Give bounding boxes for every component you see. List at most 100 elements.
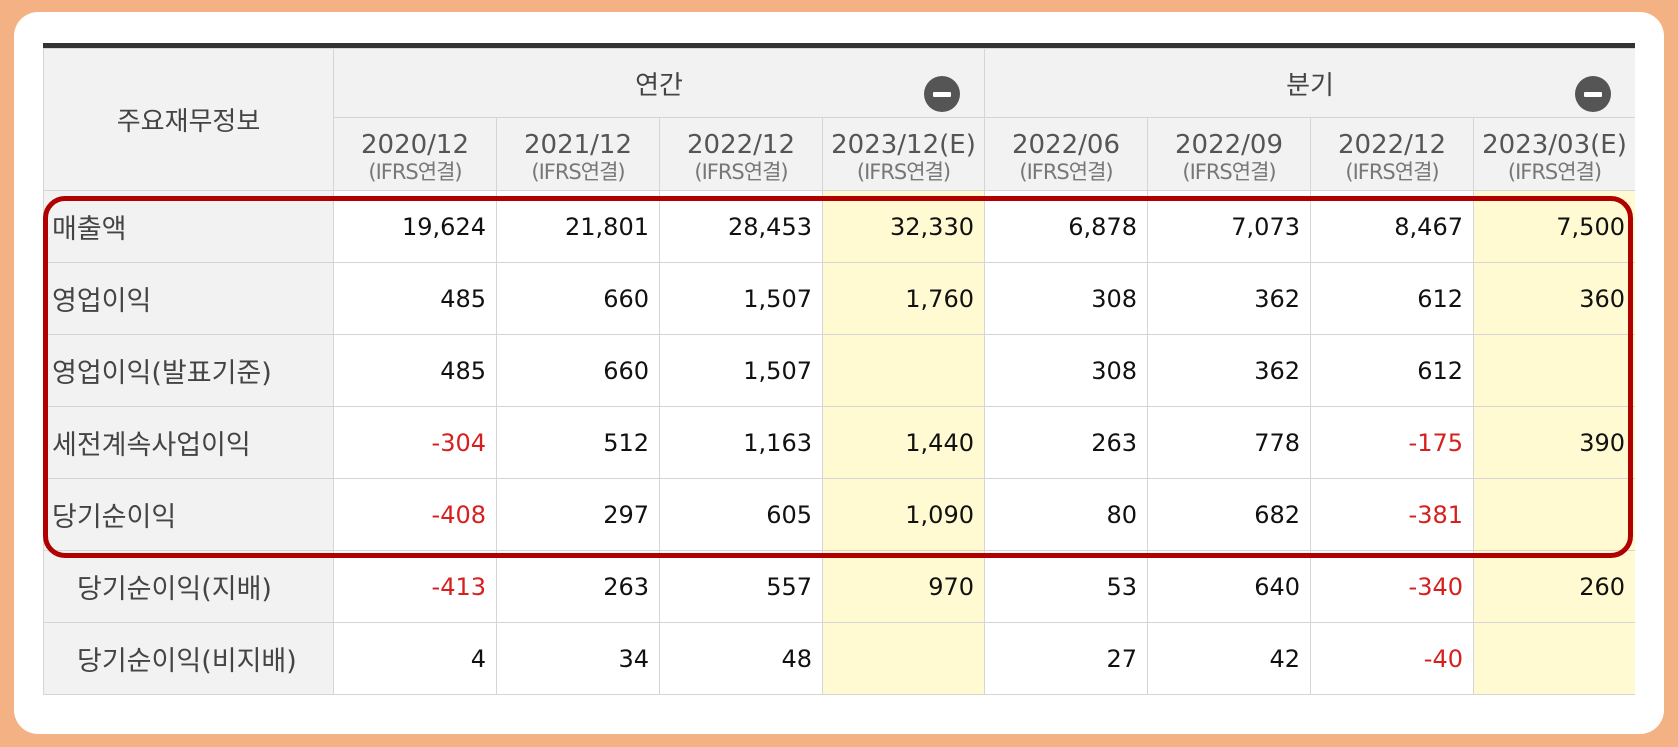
table-cell: -413 bbox=[333, 550, 497, 623]
table-cell: 263 bbox=[496, 550, 660, 623]
period-header: 2022/06 (IFRS연결) bbox=[984, 117, 1148, 191]
table-row: 영업이익(발표기준) 485 660 1,507 308 362 612 bbox=[43, 334, 1635, 407]
period-date: 2022/06 bbox=[1011, 129, 1120, 160]
table-cell: 970 bbox=[822, 550, 985, 623]
table-cell: 360 bbox=[1473, 262, 1635, 335]
period-header: 2023/12(E) (IFRS연결) bbox=[822, 117, 985, 191]
table-cell: 362 bbox=[1147, 262, 1311, 335]
table-cell: 7,500 bbox=[1473, 190, 1635, 263]
row-label[interactable]: 당기순이익(비지배) bbox=[43, 622, 334, 695]
period-basis: (IFRS연결) bbox=[1507, 159, 1602, 184]
period-header: 2023/03(E) (IFRS연결) bbox=[1473, 117, 1635, 191]
table-cell: 308 bbox=[984, 262, 1148, 335]
period-date: 2023/12(E) bbox=[831, 129, 976, 160]
minus-circle-icon[interactable] bbox=[924, 76, 960, 112]
table-cell bbox=[822, 622, 985, 695]
table-cell: 263 bbox=[984, 406, 1148, 479]
table-cell: -408 bbox=[333, 478, 497, 551]
table-cell: 48 bbox=[659, 622, 823, 695]
minus-circle-icon[interactable] bbox=[1575, 76, 1611, 112]
row-label[interactable]: 매출액 bbox=[43, 190, 334, 263]
table-cell: 1,090 bbox=[822, 478, 985, 551]
table-cell bbox=[1473, 334, 1635, 407]
table-cell: -304 bbox=[333, 406, 497, 479]
table-cell: 778 bbox=[1147, 406, 1311, 479]
table-cell: 1,507 bbox=[659, 334, 823, 407]
table-cell: 6,878 bbox=[984, 190, 1148, 263]
row-label[interactable]: 세전계속사업이익 bbox=[43, 406, 334, 479]
table-cell: -175 bbox=[1310, 406, 1474, 479]
table-cell: 682 bbox=[1147, 478, 1311, 551]
period-basis: (IFRS연결) bbox=[694, 159, 788, 184]
corner-label: 주요재무정보 bbox=[43, 48, 334, 191]
table-cell: 1,163 bbox=[659, 406, 823, 479]
table-cell: 1,507 bbox=[659, 262, 823, 335]
table-cell: 390 bbox=[1473, 406, 1635, 479]
period-basis: (IFRS연결) bbox=[531, 159, 625, 184]
table-row: 당기순이익(비지배) 4 34 48 27 42 -40 bbox=[43, 622, 1635, 695]
table-cell: -340 bbox=[1310, 550, 1474, 623]
table-cell: 612 bbox=[1310, 334, 1474, 407]
table-cell: 1,440 bbox=[822, 406, 985, 479]
table-cell: 557 bbox=[659, 550, 823, 623]
table-row: 영업이익 485 660 1,507 1,760 308 362 612 360 bbox=[43, 262, 1635, 335]
period-basis: (IFRS연결) bbox=[1019, 159, 1113, 184]
table-cell: 485 bbox=[333, 262, 497, 335]
period-basis: (IFRS연결) bbox=[1345, 159, 1439, 184]
period-header: 2021/12 (IFRS연결) bbox=[496, 117, 660, 191]
table-cell: 485 bbox=[333, 334, 497, 407]
table-cell: 660 bbox=[496, 334, 660, 407]
table-cell: 362 bbox=[1147, 334, 1311, 407]
table-cell: 4 bbox=[333, 622, 497, 695]
group-label-quarterly: 분기 bbox=[1286, 71, 1334, 101]
group-header-annual: 연간 bbox=[333, 48, 985, 118]
table-cell: 21,801 bbox=[496, 190, 660, 263]
table-cell bbox=[822, 334, 985, 407]
group-header-quarterly: 분기 bbox=[984, 48, 1635, 118]
table-cell: 34 bbox=[496, 622, 660, 695]
table-cell bbox=[1473, 478, 1635, 551]
table-cell: 19,624 bbox=[333, 190, 497, 263]
table-cell: 1,760 bbox=[822, 262, 985, 335]
table-cell: -40 bbox=[1310, 622, 1474, 695]
table-cell: -381 bbox=[1310, 478, 1474, 551]
table-cell: 640 bbox=[1147, 550, 1311, 623]
table-cell: 7,073 bbox=[1147, 190, 1311, 263]
table-cell: 27 bbox=[984, 622, 1148, 695]
row-label[interactable]: 영업이익(발표기준) bbox=[43, 334, 334, 407]
table-cell: 660 bbox=[496, 262, 660, 335]
table-cell: 297 bbox=[496, 478, 660, 551]
period-header: 2022/12 (IFRS연결) bbox=[659, 117, 823, 191]
financial-summary-table: 주요재무정보 연간 분기 2020/12 (IFRS연결) 2021/12 (IFRS… bbox=[43, 43, 1635, 711]
period-date: 2021/12 bbox=[523, 129, 632, 160]
period-date: 2022/12 bbox=[686, 129, 795, 160]
table-row: 매출액 19,624 21,801 28,453 32,330 6,878 7,073 8,4… bbox=[43, 190, 1635, 263]
period-header: 2020/12 (IFRS연결) bbox=[333, 117, 497, 191]
table-cell: 28,453 bbox=[659, 190, 823, 263]
table-cell: 53 bbox=[984, 550, 1148, 623]
table-cell: 605 bbox=[659, 478, 823, 551]
table-cell: 32,330 bbox=[822, 190, 985, 263]
period-basis: (IFRS연결) bbox=[1182, 159, 1276, 184]
table-cell: 512 bbox=[496, 406, 660, 479]
period-basis: (IFRS연결) bbox=[368, 159, 462, 184]
row-label[interactable]: 당기순이익(지배) bbox=[43, 550, 334, 623]
period-date: 2022/12 bbox=[1337, 129, 1446, 160]
table-cell: 42 bbox=[1147, 622, 1311, 695]
period-header: 2022/09 (IFRS연결) bbox=[1147, 117, 1311, 191]
table-cell: 260 bbox=[1473, 550, 1635, 623]
row-label[interactable]: 영업이익 bbox=[43, 262, 334, 335]
table-cell: 80 bbox=[984, 478, 1148, 551]
table-cell: 308 bbox=[984, 334, 1148, 407]
period-header: 2022/12 (IFRS연결) bbox=[1310, 117, 1474, 191]
table-row: 세전계속사업이익 -304 512 1,163 1,440 263 778 -175 390 bbox=[43, 406, 1635, 479]
period-date: 2020/12 bbox=[360, 129, 469, 160]
table-row: 당기순이익(지배) -413 263 557 970 53 640 -340 260 bbox=[43, 550, 1635, 623]
period-date: 2022/09 bbox=[1174, 129, 1283, 160]
table-cell bbox=[1473, 622, 1635, 695]
table-cell: 612 bbox=[1310, 262, 1474, 335]
table-row: 당기순이익 -408 297 605 1,090 80 682 -381 bbox=[43, 478, 1635, 551]
period-basis: (IFRS연결) bbox=[856, 159, 951, 184]
row-label[interactable]: 당기순이익 bbox=[43, 478, 334, 551]
group-label-annual: 연간 bbox=[635, 71, 683, 101]
